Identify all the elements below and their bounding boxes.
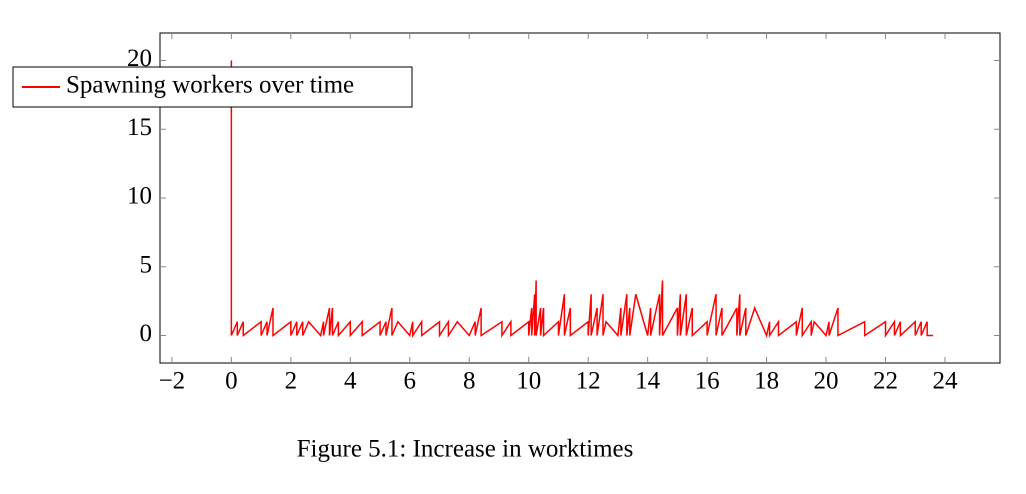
- x-tick-label: 22: [873, 368, 898, 395]
- y-tick-label: 5: [140, 251, 153, 278]
- x-tick-label: 24: [932, 368, 958, 395]
- x-tick-label: 12: [576, 368, 601, 395]
- data-line: [230, 60, 934, 339]
- x-tick-label: 14: [635, 368, 661, 395]
- legend-label: Spawning workers over time: [66, 72, 354, 99]
- y-tick-label: 10: [127, 183, 152, 210]
- x-tick-label: 8: [463, 368, 476, 395]
- x-tick-label: 16: [695, 368, 720, 395]
- legend-box: [12, 66, 413, 108]
- y-tick-label: 15: [127, 114, 152, 141]
- chart-caption: Figure 5.1: Increase in worktimes: [297, 436, 634, 463]
- y-tick-label: 0: [140, 320, 153, 347]
- x-tick-label: −2: [159, 368, 186, 395]
- x-tick-label: 2: [285, 368, 298, 395]
- x-tick-label: 0: [225, 368, 238, 395]
- x-tick-label: 6: [404, 368, 417, 395]
- x-tick-label: 20: [814, 368, 839, 395]
- x-tick-label: 4: [344, 368, 357, 395]
- x-tick-label: 10: [516, 368, 541, 395]
- x-tick-label: 18: [754, 368, 779, 395]
